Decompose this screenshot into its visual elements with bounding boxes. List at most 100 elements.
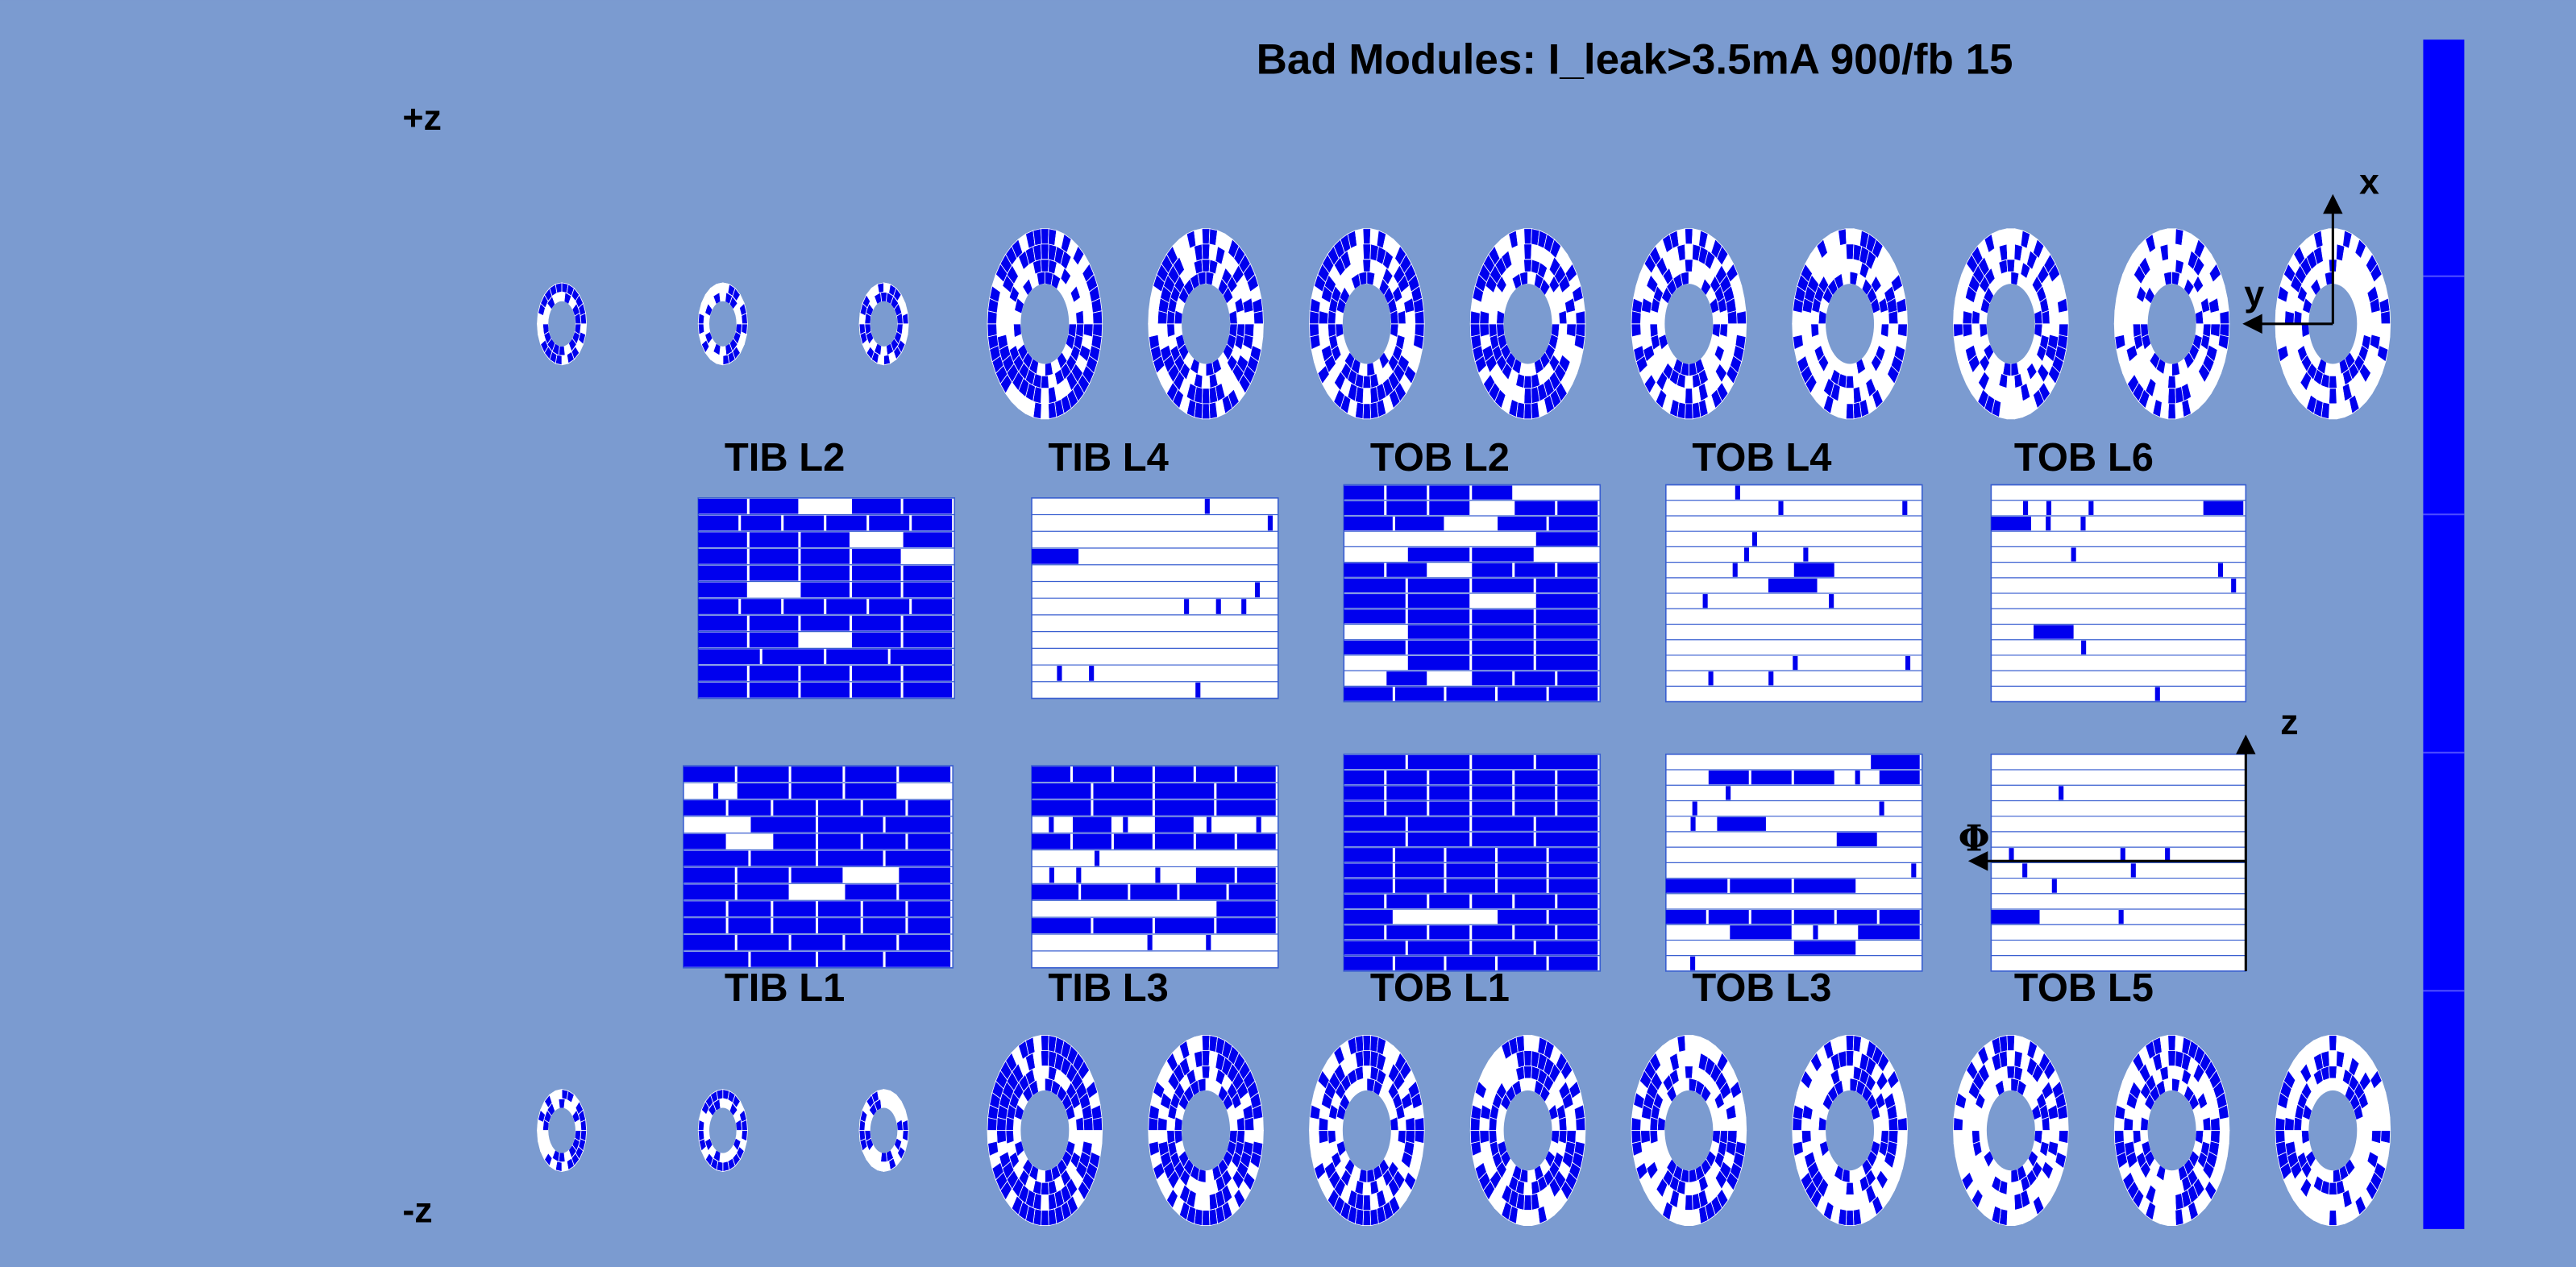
module-cell [1836,832,1877,847]
module-cell [1446,863,1496,878]
module-cell [783,515,825,531]
disc-module [1676,228,1686,247]
disc-module [2167,403,2176,420]
module-cell [1557,771,1598,785]
module-cell [818,850,883,866]
disc-module [1040,375,1049,389]
module-cell [698,532,747,547]
module-cell [1344,594,1406,609]
module-cell [749,498,799,514]
disc-module [1075,1116,1085,1131]
module-cell [1344,863,1393,878]
disc-hole [2147,284,2196,364]
module-cell [1215,599,1221,614]
module-cell [1344,609,1406,624]
module-cell [2022,863,2028,878]
module-cell [1344,925,1385,940]
module-cell [845,783,897,799]
disc-module [1148,323,1159,338]
module-cell [1344,816,1406,831]
module-cell [1548,516,1598,531]
disc-module [1362,228,1372,245]
layer-label: TIB L4 [1048,436,1168,480]
module-cell [852,666,901,681]
module-cell [2034,625,2074,639]
module-cell [862,901,906,917]
disc-module [1515,1035,1525,1053]
module-cell [1344,848,1393,862]
module-cell [852,565,901,581]
module-cell [1836,910,1877,924]
disc-module [1041,1035,1049,1051]
disc-hole [1342,284,1391,364]
disc-hole [1826,1090,1875,1171]
module-cell [1665,879,1728,893]
module-cell [1803,547,1809,562]
module-cell [1751,771,1792,785]
disc-module [1309,323,1319,338]
disc-module [1253,1116,1264,1131]
layer-label: TIB L2 [725,436,845,480]
disc-module [1201,1050,1211,1066]
module-cell [737,935,789,950]
module-cell [1514,771,1556,785]
module-cell [2071,547,2076,562]
disc-module [2058,1116,2069,1131]
module-cell [1793,771,1834,785]
disc-module [2167,1182,2177,1195]
module-cell [773,800,816,816]
module-cell [683,800,726,816]
disc-module [1362,403,1372,420]
module-cell [1514,671,1556,686]
module-cell [1730,879,1792,893]
disc-module [1469,1130,1481,1144]
module-cell [1498,863,1547,878]
disc-module [1971,1130,1980,1144]
module-cell [1498,687,1547,701]
disc-module [1852,1208,1863,1227]
module-cell [762,649,825,665]
disc-module [1469,323,1481,338]
module-cell [750,951,816,967]
disc-module [1362,1210,1372,1226]
disc-module [1523,1182,1533,1195]
module-cell [1732,563,1738,577]
module-cell [1386,925,1427,940]
disc-module [1801,1130,1812,1144]
disc-module [877,1089,884,1100]
phi-axis-label: Φ [1959,816,1990,859]
disc-module [1684,259,1693,272]
disc-module [995,1130,1007,1144]
disc-module [1838,228,1847,247]
module-cell [1093,800,1153,816]
disc-module [2006,259,2016,272]
module-cell [698,632,747,648]
module-cell [1911,863,1917,878]
module-cell [1429,786,1470,800]
disc-module [2006,1210,2016,1226]
module-cell [1690,816,1696,831]
module-cell [737,867,789,883]
arrow-head [2236,734,2256,754]
module-cell [1386,501,1427,515]
disc-hole [1182,284,1231,364]
module-cell [1991,910,2040,924]
module-cell [1514,801,1556,816]
disc-module [2013,401,2023,420]
module-cell [1793,941,1856,955]
module-cell [800,666,850,681]
disc-hole [548,1107,575,1153]
module-cell [845,935,897,950]
disc-module [902,312,909,325]
disc-hole [548,301,575,347]
module-cell [862,833,906,850]
module-cell [698,582,747,598]
module-cell [2203,501,2244,515]
module-cell [1344,485,1385,500]
module-cell [899,766,951,782]
module-cell [1032,766,1070,782]
module-cell [1407,547,1470,562]
module-cell [1472,655,1534,671]
module-cell [773,918,816,933]
